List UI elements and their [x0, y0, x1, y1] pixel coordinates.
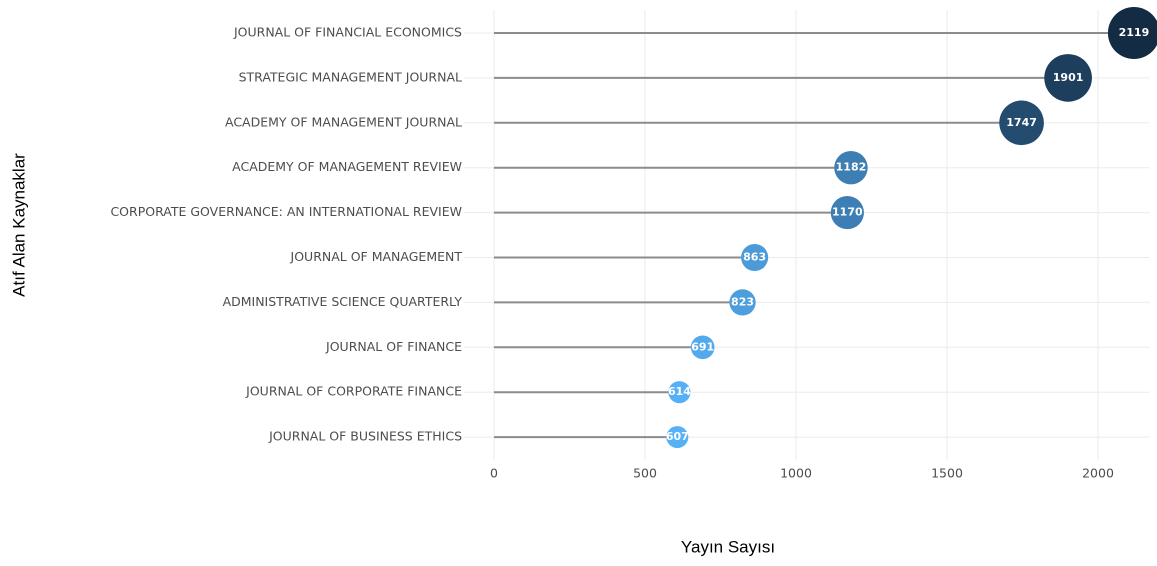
bubble: [1107, 7, 1157, 59]
x-axis-title: Yayın Sayısı: [681, 537, 775, 556]
value-label: 1747: [1006, 116, 1037, 129]
bubble: [1044, 54, 1092, 102]
category-label: ADMINISTRATIVE SCIENCE QUARTERLY: [223, 294, 463, 309]
bubble: [666, 426, 689, 449]
x-tick-label: 0: [490, 466, 498, 481]
x-tick-label: 2000: [1082, 466, 1114, 481]
bubble: [741, 243, 769, 272]
category-label: STRATEGIC MANAGEMENT JOURNAL: [239, 69, 462, 84]
category-label: JOURNAL OF FINANCIAL ECONOMICS: [233, 25, 462, 40]
bubble: [729, 289, 756, 316]
category-label: CORPORATE GOVERNANCE: AN INTERNATIONAL R…: [110, 204, 462, 219]
category-label: JOURNAL OF CORPORATE FINANCE: [245, 384, 462, 399]
category-label: JOURNAL OF MANAGEMENT: [290, 249, 463, 264]
value-label: 607: [666, 430, 689, 443]
value-label: 823: [731, 295, 754, 308]
category-label: JOURNAL OF FINANCE: [325, 339, 462, 354]
bubble: [834, 150, 868, 185]
x-tick-label: 1000: [780, 466, 812, 481]
value-label: 691: [691, 340, 714, 353]
value-label: 614: [668, 385, 691, 398]
x-tick-label: 1500: [931, 466, 963, 481]
bubble: [690, 335, 715, 360]
value-label: 1182: [836, 161, 867, 174]
value-label: 863: [743, 251, 766, 264]
category-label: JOURNAL OF BUSINESS ETHICS: [268, 429, 462, 444]
value-label: 1170: [832, 206, 863, 219]
bubble: [668, 381, 691, 404]
category-label: ACADEMY OF MANAGEMENT JOURNAL: [225, 114, 462, 129]
value-label: 2119: [1119, 26, 1150, 39]
y-axis-title: Atıf Alan Kaynaklar: [9, 153, 28, 297]
x-tick-label: 500: [633, 466, 657, 481]
bubble: [999, 100, 1044, 146]
bubble: [830, 196, 864, 230]
value-label: 1901: [1053, 71, 1084, 84]
category-label: ACADEMY OF MANAGEMENT REVIEW: [232, 159, 462, 174]
